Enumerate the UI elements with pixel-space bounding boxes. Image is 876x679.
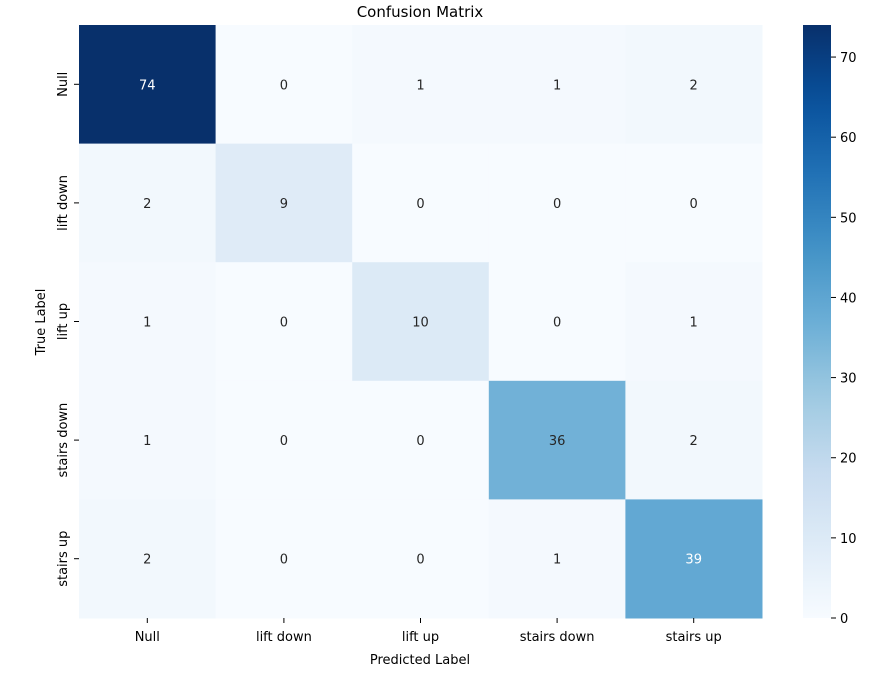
cell-value-label: 2 [690,78,698,93]
heatmap-cell [79,143,217,263]
cell-value-label: 0 [553,197,561,212]
heatmap-cell [488,262,626,382]
y-tick-label: Null [56,72,71,97]
heatmap-cell [79,380,217,500]
x-tick-label: lift up [402,630,439,645]
chart-title: Confusion Matrix [357,3,484,21]
colorbar-tick-label: 30 [840,372,857,387]
heatmap-cell [215,143,353,263]
heatmap-cell [625,143,763,263]
x-tick-label: lift down [256,630,312,645]
colorbar-tick-label: 20 [840,452,857,467]
colorbar-tick-label: 60 [840,131,857,146]
cell-value-label: 2 [143,553,151,568]
colorbar-tick-label: 10 [840,532,857,547]
cell-value-label: 74 [139,78,156,93]
cell-value-label: 0 [280,78,288,93]
x-axis-label: Predicted Label [370,653,470,668]
cell-value-label: 2 [690,434,698,449]
heatmap-cell [352,25,490,145]
heatmap-cell [215,25,353,145]
cell-value-label: 0 [280,553,288,568]
heatmap-cell [488,25,626,145]
cell-value-label: 0 [690,197,698,212]
cell-value-label: 2 [143,197,151,212]
cell-value-label: 39 [685,553,702,568]
cell-value-label: 36 [549,434,566,449]
heatmap-cell [215,380,353,500]
cell-value-label: 1 [416,78,424,93]
cell-value-label: 10 [412,316,429,331]
cell-value-label: 0 [416,434,424,449]
heatmap-cell [79,262,217,382]
heatmap-cell [352,262,490,382]
cell-value-label: 0 [280,316,288,331]
x-axis-ticks: Null lift down lift up stairs down stairs up [135,618,722,645]
y-tick-label: stairs up [56,531,71,587]
x-tick-label: Null [135,630,160,645]
y-axis-label: True Label [34,289,49,357]
heatmap-cell [488,499,626,619]
cell-value-label: 1 [553,553,561,568]
cell-value-label: 0 [416,553,424,568]
y-tick-label: lift up [56,303,71,340]
heatmap-cell [352,380,490,500]
cell-value-label: 1 [690,316,698,331]
heatmap-cell [352,143,490,263]
y-axis-ticks: Null lift down lift up stairs down stairs up [56,72,79,587]
heatmap-cell [625,262,763,382]
heatmap-cell [79,25,217,145]
y-tick-label: stairs down [56,403,71,478]
cell-value-label: 1 [553,78,561,93]
heatmap-cell [488,380,626,500]
cell-value-label: 0 [280,434,288,449]
cell-value-label: 1 [143,434,151,449]
heatmap-cell [79,499,217,619]
heatmap-cell [352,499,490,619]
heatmap-cell [625,25,763,145]
colorbar-tick-label: 70 [840,51,857,66]
heatmap-cell [625,380,763,500]
cell-value-label: 9 [280,197,288,212]
heatmap-cell [215,499,353,619]
heatmap-cell [215,262,353,382]
colorbar-tick-label: 0 [840,612,848,627]
heatmap-cells: 74 0 1 1 22 9 0 0 01 0 10 0 11 0 0 36 22 0 0 1 39 [79,25,763,619]
colorbar-gradient [803,25,831,618]
y-tick-label: lift down [56,175,71,231]
cell-value-label: 0 [416,197,424,212]
colorbar: 0 10 20 30 40 50 60 70 [803,25,857,627]
x-tick-label: stairs up [666,630,722,645]
cell-value-label: 1 [143,316,151,331]
colorbar-tick-label: 50 [840,211,857,226]
heatmap-cell [625,499,763,619]
x-tick-label: stairs down [520,630,595,645]
heatmap-cell [488,143,626,263]
colorbar-tick-label: 40 [840,291,857,306]
cell-value-label: 0 [553,316,561,331]
